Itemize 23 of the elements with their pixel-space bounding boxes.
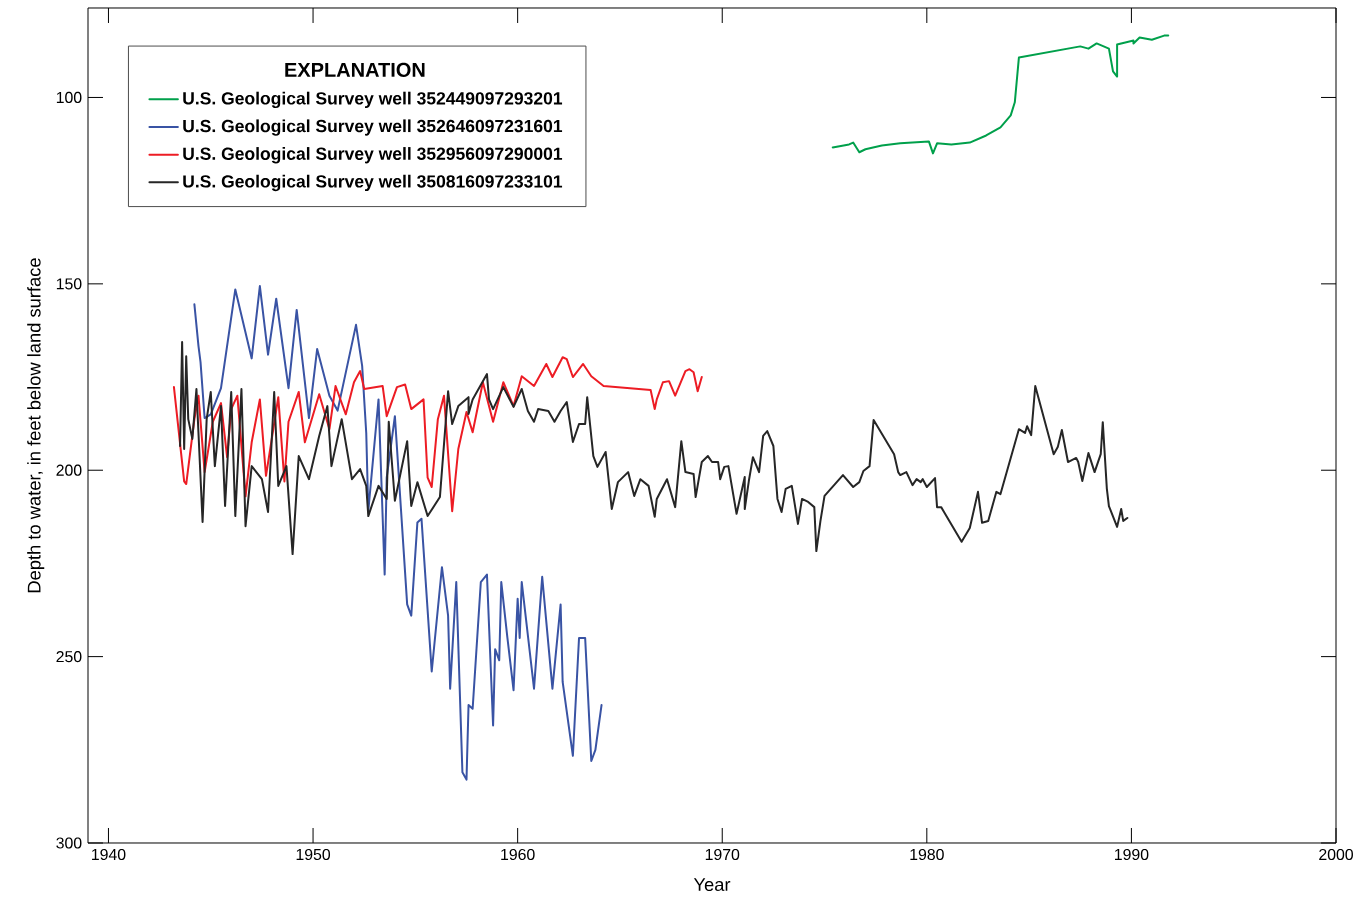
y-tick-label: 200 <box>56 464 82 476</box>
x-tick-label: 1960 <box>501 848 535 861</box>
legend-title: EXPLANATION <box>285 62 425 77</box>
legend-label: U.S. Geological Survey well 352449097293201 <box>183 91 563 109</box>
y-tick-label: 300 <box>56 837 82 849</box>
legend-label: U.S. Geological Survey well 350816097233101 <box>183 174 563 192</box>
x-tick-label: 1990 <box>1115 848 1149 861</box>
line-series <box>193 285 603 781</box>
line-series <box>179 341 1129 556</box>
legend-label: U.S. Geological Survey well 352646097231601 <box>183 119 563 136</box>
y-tick-label: 150 <box>56 278 82 290</box>
x-tick-label: 1980 <box>910 848 944 861</box>
x-axis-title: Year <box>693 878 731 891</box>
y-tick-label: 250 <box>56 651 82 663</box>
x-tick-label: 1940 <box>92 848 126 861</box>
legend-label: U.S. Geological Survey well 352956097290001 <box>183 147 563 164</box>
y-axis-title: Depth to water, in feet below land surface <box>27 258 45 593</box>
line-series <box>172 356 703 513</box>
x-tick-label: 1970 <box>705 848 740 861</box>
line-series <box>831 34 1170 155</box>
y-tick-label: 100 <box>56 91 82 104</box>
x-tick-label: 1950 <box>296 848 331 861</box>
x-tick-label: 2000 <box>1319 848 1353 861</box>
